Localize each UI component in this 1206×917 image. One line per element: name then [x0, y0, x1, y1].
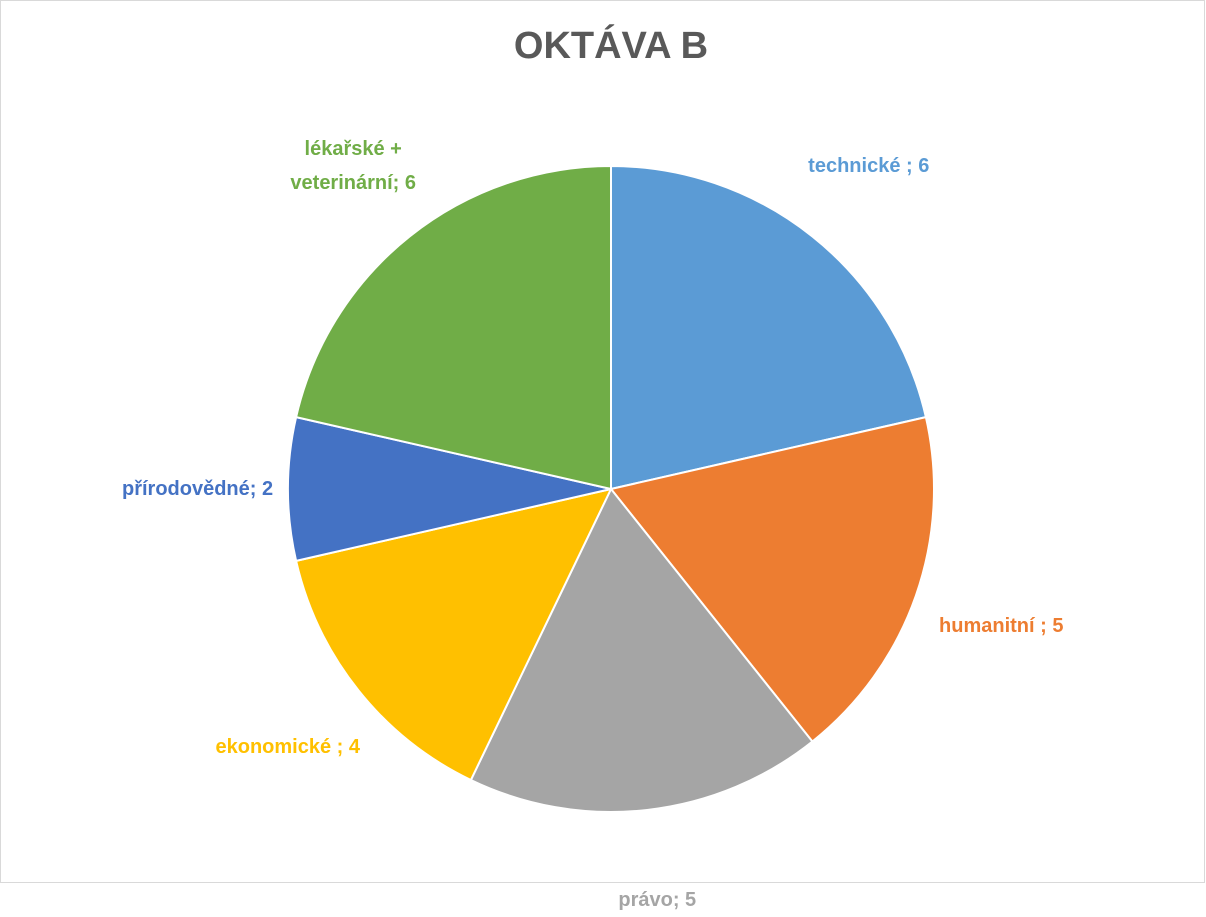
- data-label: ekonomické ; 4: [215, 735, 361, 758]
- chart-title: OKTÁVA B: [514, 23, 708, 67]
- data-label: právo; 5: [618, 888, 697, 911]
- data-label: technické ; 6: [808, 154, 930, 177]
- data-label: lékařské + veterinární; 6: [290, 137, 417, 194]
- pie-slice: [610, 164, 928, 491]
- data-label: přírodovědné; 2: [121, 478, 274, 500]
- pie-slice: [294, 487, 613, 782]
- pie-slice: [609, 415, 935, 743]
- pie-slice: [287, 415, 612, 563]
- pie-slice: [294, 164, 612, 491]
- data-label: humanitní ; 5: [939, 614, 1064, 637]
- chart: OKTÁVA B: [0, 0, 1205, 883]
- pie-slice: [469, 487, 814, 813]
